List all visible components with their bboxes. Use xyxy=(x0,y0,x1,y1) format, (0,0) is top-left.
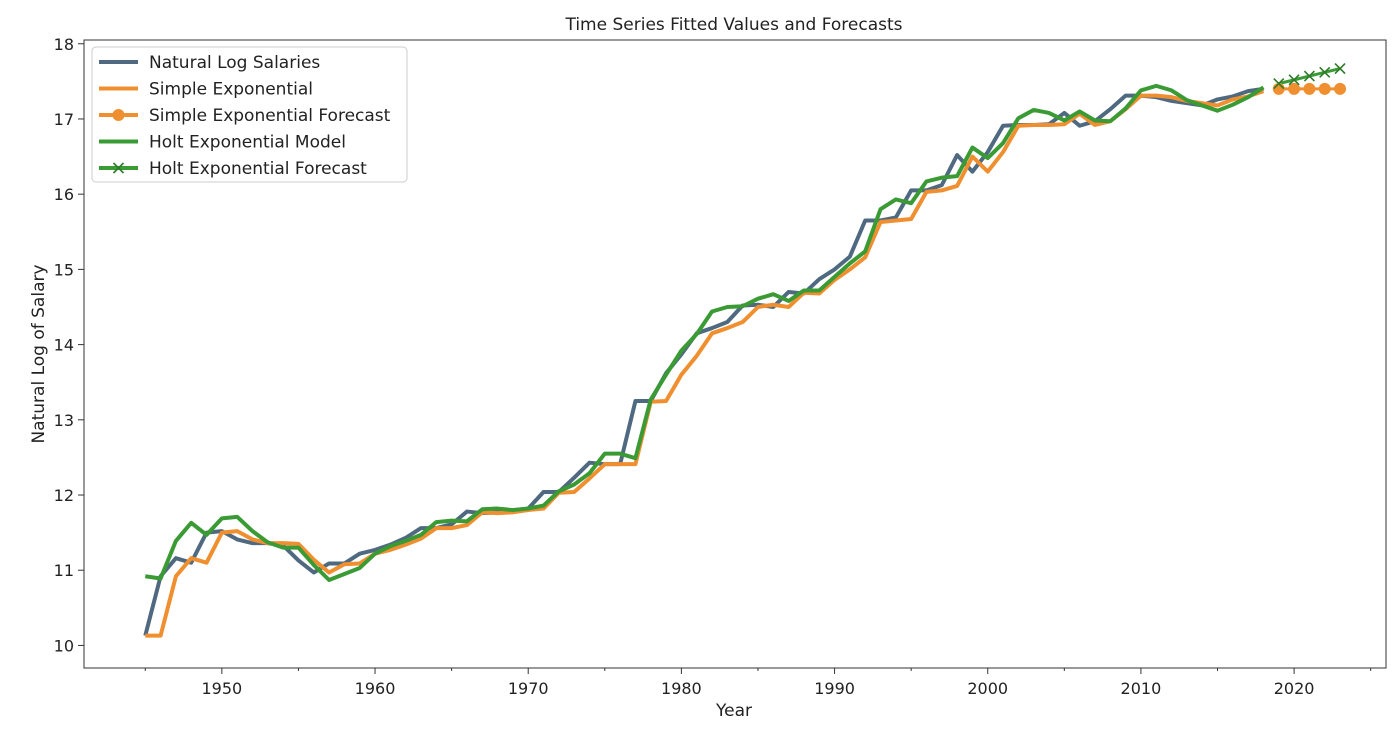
y-axis-title: Natural Log of Salary xyxy=(29,264,49,443)
forecast-point-circle xyxy=(1303,82,1316,95)
legend-item-simple-exponential-forecast: Simple Exponential Forecast xyxy=(99,106,391,126)
forecast-point-x xyxy=(1334,63,1346,75)
series-line-simple-exponential xyxy=(145,89,1265,638)
legend-marker-x xyxy=(112,162,125,174)
legend-item-simple-exponential: Simple Exponential xyxy=(99,80,313,100)
x-tick-label: 1980 xyxy=(661,679,702,698)
series-line-natural-log-salaries xyxy=(143,86,1264,637)
x-tick-label: 2010 xyxy=(1121,679,1162,698)
y-tick-label: 13 xyxy=(54,411,74,430)
legend-label: Simple Exponential Forecast xyxy=(149,106,391,126)
y-tick-label: 10 xyxy=(54,636,74,655)
legend-item-holt-exponential-forecast: Holt Exponential Forecast xyxy=(99,159,367,179)
x-tick-label: 1970 xyxy=(508,679,549,698)
forecast-point-x xyxy=(1273,78,1285,90)
legend-marker-circle xyxy=(112,109,125,121)
y-tick-label: 17 xyxy=(54,110,74,129)
legend-label: Simple Exponential xyxy=(149,80,313,100)
legend: Natural Log Salaries Simple Exponential Si… xyxy=(91,46,408,183)
forecast-point-x xyxy=(1319,66,1331,78)
legend-item-holt-exponential-model: Holt Exponential Model xyxy=(99,133,346,153)
chart-title: Time Series Fitted Values and Forecasts xyxy=(564,15,902,35)
forecast-point-circle xyxy=(1288,82,1301,95)
y-tick-label: 12 xyxy=(54,486,74,505)
legend-entries: Natural Log Salaries Simple Exponential Si… xyxy=(99,53,391,179)
y-tick-label: 18 xyxy=(54,35,74,54)
legend-label: Holt Exponential Forecast xyxy=(149,159,367,179)
y-tick-label: 15 xyxy=(54,260,74,279)
legend-label: Holt Exponential Model xyxy=(149,133,346,153)
plot-frame xyxy=(83,39,1387,669)
series-line-holt-exponential-model xyxy=(144,83,1265,582)
y-tick-label: 11 xyxy=(54,561,74,580)
x-tick-label: 1990 xyxy=(814,679,855,698)
y-tick-label: 14 xyxy=(54,336,74,355)
forecast-point-x xyxy=(1303,70,1315,82)
forecast-point-circle xyxy=(1334,82,1347,95)
legend-label: Natural Log Salaries xyxy=(149,53,320,73)
legend-box xyxy=(91,46,408,183)
y-tick-label: 16 xyxy=(54,185,74,204)
y-axis: 10 11 12 13 14 15 16 17 18 xyxy=(54,35,84,655)
x-tick-label: 2000 xyxy=(967,679,1008,698)
x-tick-label: 1950 xyxy=(201,679,242,698)
x-axis-title: Year xyxy=(715,701,752,721)
forecast-point-x xyxy=(1288,74,1300,86)
x-axis: 1950 1960 1970 1980 1990 2000 2010 2020 xyxy=(144,668,1372,698)
forecast-point-circle xyxy=(1318,82,1331,95)
legend-item-natural-log-salaries: Natural Log Salaries xyxy=(99,53,320,73)
x-tick-label: 1960 xyxy=(355,679,396,698)
plot-markers xyxy=(1272,63,1347,95)
x-tick-label: 2020 xyxy=(1274,679,1315,698)
